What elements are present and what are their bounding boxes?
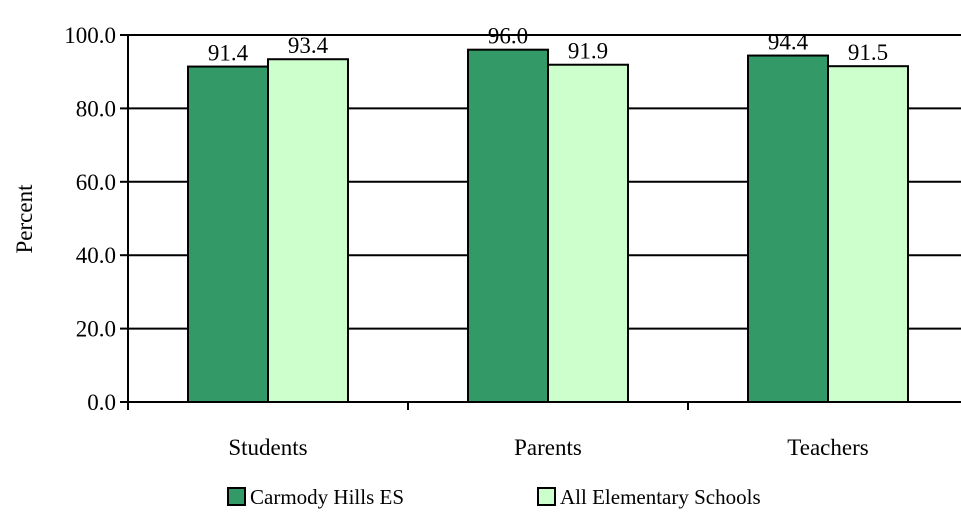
bar-0-0 <box>187 65 269 403</box>
x-category-label: Teachers <box>787 435 868 460</box>
y-tick-label: 80.0 <box>76 96 116 121</box>
x-category-labels: Students Parents Teachers <box>228 435 868 460</box>
bar-0-1 <box>467 48 549 404</box>
y-tick-label: 40.0 <box>76 243 116 268</box>
legend-label: Carmody Hills ES <box>250 485 404 509</box>
bar-1-0 <box>267 58 349 404</box>
data-label: 93.4 <box>288 33 329 58</box>
data-labels: 91.4 93.4 96.0 91.9 94.4 91.5 <box>208 24 888 66</box>
bar-0-2 <box>747 54 829 403</box>
y-axis-title: Percent <box>12 184 37 254</box>
legend-label: All Elementary Schools <box>560 485 761 509</box>
x-category-label: Parents <box>514 435 582 460</box>
data-label: 94.4 <box>768 30 809 55</box>
data-label: 96.0 <box>488 24 528 49</box>
y-tick-label: 0.0 <box>87 390 116 415</box>
legend-swatch <box>227 487 246 506</box>
x-category-label: Students <box>228 435 307 460</box>
legend: Carmody Hills ES All Elementary Schools <box>227 485 761 509</box>
data-label: 91.9 <box>568 39 608 64</box>
data-label: 91.4 <box>208 41 249 66</box>
legend-swatch <box>537 487 556 506</box>
y-tick-labels: 0.0 20.0 40.0 60.0 80.0 100.0 <box>64 23 116 415</box>
bar-1-2 <box>827 65 909 403</box>
bars <box>187 48 909 404</box>
y-tick-label: 100.0 <box>64 23 116 48</box>
data-label: 91.5 <box>848 40 888 65</box>
y-tick-label: 60.0 <box>76 170 116 195</box>
y-tick-label: 20.0 <box>76 317 116 342</box>
axes <box>120 34 961 410</box>
bar-1-1 <box>547 63 629 404</box>
